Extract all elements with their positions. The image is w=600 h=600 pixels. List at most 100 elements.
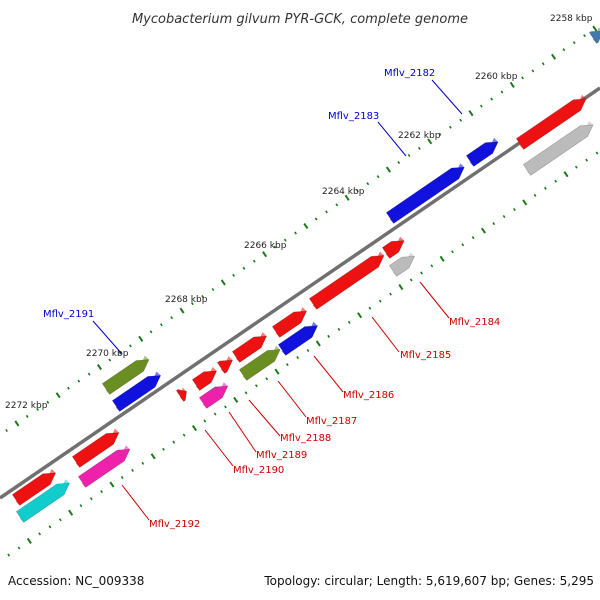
minor-tick — [325, 210, 328, 214]
major-tick — [303, 222, 309, 230]
feature-mflv-2188[interactable] — [271, 310, 308, 338]
map-title: Mycobacterium gilvum PYR-GCK, complete g… — [132, 12, 468, 27]
major-tick — [179, 307, 185, 314]
minor-tick — [120, 475, 124, 479]
minor-tick — [232, 273, 236, 277]
gene-label-mflv-2183[interactable]: Mflv_2183 — [328, 111, 379, 122]
minor-tick — [25, 414, 29, 418]
feature-mflv-2185[interactable] — [308, 255, 385, 310]
minor-tick — [48, 525, 52, 529]
gene-label-mflv-2189[interactable]: Mflv_2189 — [256, 450, 307, 461]
gene-label-mflv-2185[interactable]: Mflv_2185 — [400, 350, 451, 361]
minor-tick — [131, 468, 134, 472]
feature-mflv-2187[interactable] — [238, 349, 281, 381]
leader-mflv-2192 — [121, 484, 150, 521]
genome-backbone — [0, 86, 600, 500]
scale-label-2270: 2270 kbp — [86, 349, 129, 359]
major-tick — [191, 425, 197, 432]
major-tick — [522, 199, 528, 206]
minor-tick — [36, 407, 39, 411]
scale-label-2268: 2268 kbp — [165, 295, 208, 305]
minor-tick — [554, 179, 558, 183]
scale-label-2258: 2258 kbp — [550, 14, 593, 24]
major-tick — [55, 392, 61, 399]
feature-gray-upper-right[interactable] — [522, 124, 594, 176]
minor-tick — [378, 299, 382, 303]
feature-mflv-2190[interactable] — [175, 389, 187, 402]
feature-mflv-2189[interactable] — [216, 359, 234, 374]
minor-tick — [190, 302, 194, 306]
major-tick — [274, 368, 280, 375]
topology-text: Topology: circular; Length: 5,619,607 bp… — [264, 574, 594, 588]
scale-label-2266: 2266 kbp — [244, 241, 287, 251]
feature-mflv-2186[interactable] — [277, 325, 318, 356]
minor-tick — [306, 348, 310, 353]
major-tick — [563, 171, 569, 178]
minor-tick — [461, 243, 465, 247]
minor-tick — [67, 386, 70, 390]
major-tick — [439, 255, 445, 262]
feature-red-upper-right[interactable] — [515, 98, 587, 150]
feature-mflv-2182[interactable] — [465, 141, 499, 167]
leader-mflv-2187 — [277, 380, 307, 418]
minor-tick — [583, 34, 586, 38]
minor-tick — [224, 405, 227, 409]
scale-label-2260: 2260 kbp — [475, 72, 518, 82]
major-tick — [26, 537, 32, 544]
minor-tick — [118, 351, 122, 355]
minor-tick — [129, 344, 132, 348]
leader-mflv-2191 — [92, 320, 123, 355]
minor-tick — [335, 203, 339, 207]
feature-mflv-2184-gray[interactable] — [388, 255, 415, 277]
major-tick — [385, 166, 391, 173]
major-tick — [592, 25, 598, 32]
minor-tick — [531, 69, 535, 73]
feature-mflv-2184[interactable] — [381, 240, 405, 259]
major-tick — [220, 279, 226, 286]
minor-tick — [459, 118, 463, 122]
feature-mflv-2188b[interactable] — [231, 335, 268, 363]
major-tick — [96, 364, 102, 371]
minor-tick — [430, 264, 434, 268]
feature-red-lower-left-b[interactable] — [11, 472, 57, 506]
gene-label-mflv-2184[interactable]: Mflv_2184 — [449, 317, 500, 328]
minor-tick — [574, 165, 578, 169]
feature-red-lower-left-a[interactable] — [71, 432, 120, 468]
major-tick — [468, 110, 474, 117]
minor-tick — [368, 306, 372, 310]
feature-mflv-2183[interactable] — [385, 166, 465, 224]
minor-tick — [451, 250, 454, 254]
gene-label-mflv-2182[interactable]: Mflv_2182 — [384, 68, 435, 79]
gene-label-mflv-2191[interactable]: Mflv_2191 — [43, 309, 94, 320]
feature-cyan-lower-left[interactable] — [15, 482, 71, 523]
feature-steel-edge[interactable] — [588, 30, 600, 44]
minor-tick — [502, 214, 506, 219]
feature-mflv-2191-olive[interactable] — [101, 359, 150, 395]
gene-label-mflv-2190[interactable]: Mflv_2190 — [233, 465, 284, 476]
minor-tick — [595, 151, 599, 155]
major-tick — [109, 481, 115, 488]
label-leaders — [92, 79, 463, 521]
feature-mflv-2190-red[interactable] — [191, 370, 218, 391]
feature-mflv-2189-pink[interactable] — [198, 385, 229, 409]
minor-tick — [356, 189, 359, 193]
minor-tick — [513, 207, 516, 211]
scale-label-2272: 2272 kbp — [5, 401, 48, 411]
gene-label-mflv-2186[interactable]: Mflv_2186 — [343, 390, 394, 401]
minor-tick — [585, 158, 589, 162]
feature-mflv-2191[interactable] — [111, 375, 162, 412]
minor-tick — [389, 292, 392, 296]
minor-tick — [407, 153, 411, 158]
minor-tick — [172, 440, 176, 444]
minor-tick — [244, 391, 248, 395]
minor-tick — [182, 433, 186, 437]
minor-tick — [38, 532, 42, 536]
gene-label-mflv-2187[interactable]: Mflv_2187 — [306, 416, 357, 427]
feature-mflv-2192[interactable] — [77, 448, 131, 488]
minor-tick — [254, 384, 258, 388]
gene-label-mflv-2192[interactable]: Mflv_2192 — [149, 519, 200, 530]
gene-label-mflv-2188[interactable]: Mflv_2188 — [280, 433, 331, 444]
major-tick — [480, 227, 486, 234]
minor-tick — [87, 372, 91, 376]
